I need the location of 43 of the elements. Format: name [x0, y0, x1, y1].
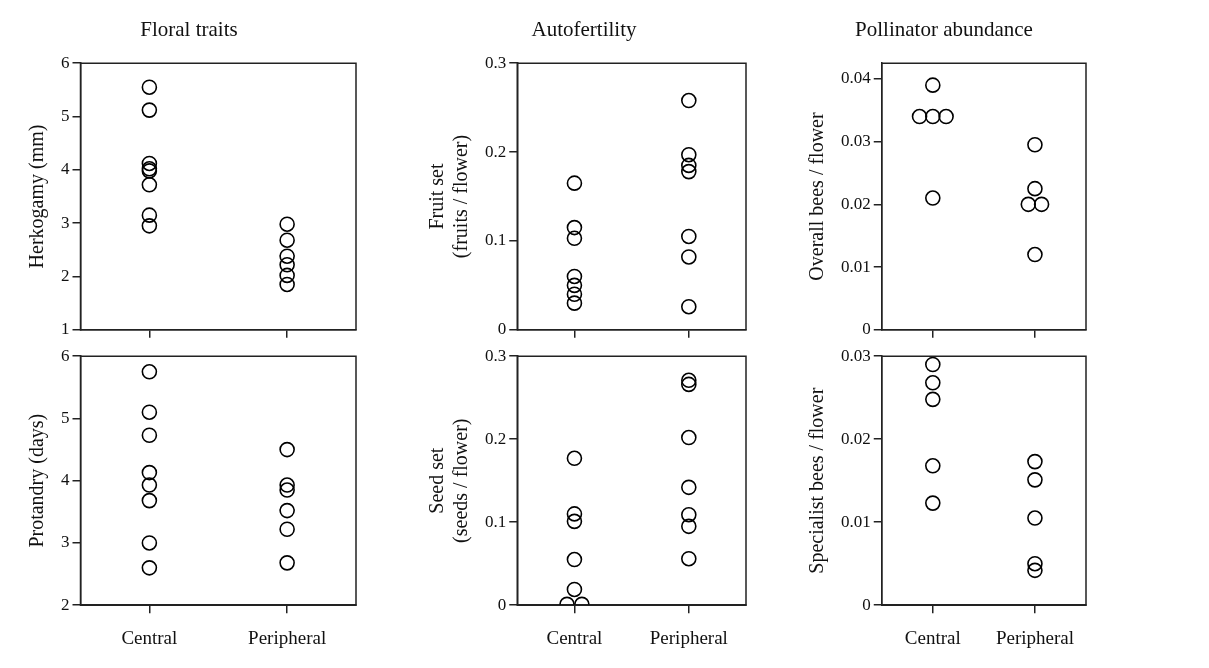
y-tick-label: 0.3: [485, 52, 507, 72]
y-tick-label: 0: [497, 594, 507, 614]
y-tick-label: 0.01: [841, 256, 871, 276]
y-tick-label: 4: [61, 470, 70, 490]
y-tick-label: 0.2: [485, 141, 507, 161]
y-tick-label: 2: [61, 265, 70, 285]
y-tick-label: 6: [61, 52, 70, 72]
x-tick-label: Central: [121, 626, 178, 648]
y-tick-label: 4: [61, 159, 70, 179]
y-tick-label: 0.1: [485, 230, 507, 250]
y-tick-label: 0.03: [841, 345, 871, 365]
y-tick-label: 0.02: [841, 428, 871, 448]
y-tick-label: 0.01: [841, 511, 871, 531]
y-tick-label: 0: [497, 319, 507, 339]
x-tick-label: Peripheral: [995, 626, 1074, 648]
y-axis-title: Specialist bees / flower: [805, 387, 829, 574]
x-tick-label: Peripheral: [649, 626, 728, 648]
y-axis-title: Seed set (seeds / flower): [425, 418, 473, 543]
chart-title: Pollinator abundance: [855, 17, 1033, 42]
y-tick-label: 0.2: [485, 428, 507, 448]
y-tick-label: 5: [61, 407, 70, 427]
y-tick-label: 5: [61, 105, 70, 125]
y-tick-label: 0.1: [485, 511, 507, 531]
y-axis-title: Overall bees / flower: [805, 112, 828, 281]
y-axis-title: Herkogamy (mm): [25, 124, 49, 269]
y-tick-label: 1: [61, 319, 70, 339]
chart-title: Floral traits: [140, 17, 238, 42]
y-tick-label: 0: [862, 594, 871, 614]
x-tick-label: Peripheral: [248, 626, 327, 648]
x-tick-label: Central: [904, 626, 961, 648]
y-tick-label: 0.02: [841, 193, 871, 213]
y-tick-label: 0: [862, 319, 871, 339]
y-tick-label: 3: [61, 532, 70, 552]
y-tick-label: 2: [61, 594, 70, 614]
y-axis-title: Protandry (days): [25, 413, 49, 548]
chart-title: Autofertility: [531, 17, 637, 42]
y-axis-title: Fruit set (fruits / flower): [425, 134, 473, 259]
y-tick-label: 0.3: [485, 345, 507, 365]
y-tick-label: 6: [61, 345, 70, 365]
y-tick-label: 0.04: [841, 68, 872, 88]
y-tick-label: 3: [61, 212, 70, 232]
y-tick-label: 0.03: [841, 131, 871, 151]
x-tick-label: Central: [546, 626, 603, 648]
